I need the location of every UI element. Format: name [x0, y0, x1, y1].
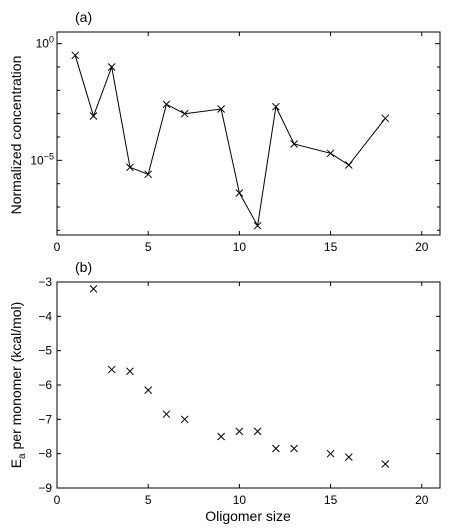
- panel-a-y-axis-label: Normalized concentration: [8, 56, 24, 215]
- panel-a-y-ticks: 100 10−5: [30, 35, 440, 231]
- panel-b-axes-box: [56, 281, 441, 489]
- panel-a-data-point: [381, 114, 390, 123]
- panel-a-data-point: [162, 100, 171, 109]
- panel-a-data-point: [126, 163, 134, 172]
- panel-a-x-tick-label: 10: [233, 240, 247, 254]
- panel-b-x-tick-label: 20: [415, 493, 429, 507]
- panel-b-data-point: [272, 444, 280, 453]
- panel-b-label: (b): [75, 259, 92, 275]
- panel-b-y-tick-label: −6: [38, 378, 52, 392]
- panel-b-y-tick-label: −5: [38, 344, 52, 358]
- panel-a-series: [71, 51, 390, 230]
- panel-a-data-point: [144, 170, 153, 179]
- panel-b-y-tick-label: −7: [38, 412, 52, 426]
- panel-a-data-point: [89, 112, 98, 120]
- panel-a-label: (a): [75, 9, 92, 25]
- panel-b-x-ticks: 0 5 10 15 20: [54, 282, 429, 507]
- panel-a-y-tick-label: 10−5: [30, 151, 54, 167]
- panel-b-x-tick-label: 5: [145, 493, 152, 507]
- panel-b-data-point: [344, 453, 353, 461]
- panel-b-x-tick-label: 0: [54, 493, 61, 507]
- panel-a-data-point: [217, 105, 225, 113]
- panel-b-series: [89, 285, 390, 468]
- panel-b-data-point: [89, 285, 98, 293]
- panel-b-data-point: [381, 460, 390, 468]
- panel-b-data-point: [217, 432, 225, 441]
- panel-b-data-point: [326, 449, 335, 458]
- panel-b-data-point: [126, 367, 134, 376]
- panel-a-y-tick-label: 100: [36, 35, 54, 51]
- panel-a-data-point: [71, 51, 80, 60]
- panel-a-data-point: [253, 221, 262, 230]
- panel-b-data-point: [290, 444, 298, 453]
- panel-a-series-line: [74, 55, 386, 228]
- panel-a-x-ticks: 0 5 10 15 20: [54, 32, 429, 254]
- panel-b-data-point: [253, 427, 262, 436]
- panel-a-data-point: [326, 149, 335, 158]
- panel-a-data-point: [272, 102, 280, 111]
- panel-b-data-point: [144, 386, 153, 395]
- panel-b-data-point: [180, 415, 189, 424]
- panel-a-data-point: [235, 189, 244, 197]
- panel-a-x-tick-label: 15: [324, 240, 338, 254]
- panel-a-axes-box: [56, 31, 441, 236]
- panel-b-x-tick-label: 10: [233, 493, 247, 507]
- panel-b-y-tick-label: −4: [38, 309, 52, 323]
- panel-b-x-axis-label: Oligomer size: [205, 508, 291, 524]
- panel-b-y-ticks: −3 −4 −5 −6 −7 −8 −9: [38, 275, 440, 495]
- panel-a-x-tick-label: 5: [145, 240, 152, 254]
- panel-b-x-tick-label: 15: [324, 493, 338, 507]
- panel-a-data-point: [107, 63, 116, 71]
- panel-a-x-tick-label: 0: [54, 240, 61, 254]
- panel-a-x-tick-label: 20: [415, 240, 429, 254]
- panel-a-data-point: [344, 161, 353, 169]
- panel-b: (b) 0 5 10 15 20 −3 −4 −5 −6 −7 −8 −9 Ea per monom…: [8, 259, 441, 524]
- panel-b-y-tick-label: −3: [38, 275, 52, 289]
- panel-b-y-axis-label: Ea per monomer (kcal/mol): [8, 302, 28, 469]
- panel-b-y-tick-label: −8: [38, 447, 52, 461]
- panel-b-y-tick-label: −9: [38, 481, 52, 495]
- panel-b-data-point: [107, 365, 116, 374]
- panel-b-data-point: [235, 427, 244, 436]
- panel-a-data-point: [290, 140, 298, 148]
- panel-a-data-point: [180, 109, 189, 118]
- panel-a: (a) 0 5 10 15 20 100 10−5 Normalized concentr…: [8, 9, 441, 254]
- panel-b-data-point: [162, 410, 171, 419]
